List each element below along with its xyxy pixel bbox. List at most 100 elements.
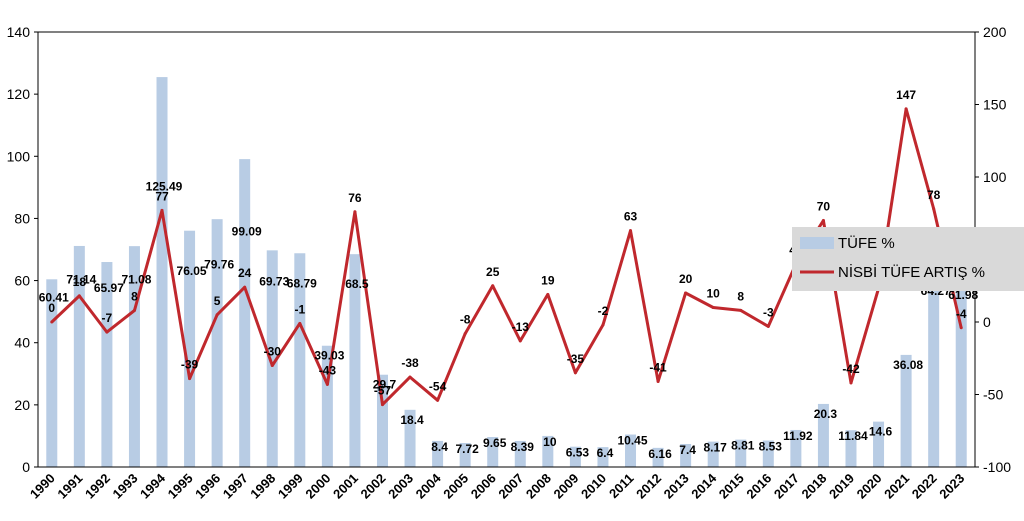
bar-data-label: 29.7 bbox=[373, 378, 397, 392]
right-tick-label: 200 bbox=[983, 24, 1007, 40]
line-data-label: 19 bbox=[541, 273, 555, 287]
bar-2003 bbox=[404, 409, 416, 467]
line-data-label: -4 bbox=[956, 307, 967, 321]
line-data-label: 0 bbox=[48, 301, 55, 315]
right-tick-label: 150 bbox=[983, 97, 1007, 113]
x-tick-label: 2003 bbox=[385, 471, 416, 502]
bar-1993 bbox=[128, 246, 140, 467]
line-point-2000 bbox=[325, 382, 329, 386]
bar-data-label: 68.5 bbox=[345, 277, 369, 291]
line-point-1999 bbox=[298, 321, 302, 325]
bar-2006 bbox=[487, 437, 499, 467]
x-tick-label: 2015 bbox=[716, 471, 747, 502]
line-data-label: 10 bbox=[707, 287, 721, 301]
line-data-label: -30 bbox=[264, 345, 282, 359]
line-point-2005 bbox=[463, 332, 467, 336]
left-tick-label: 0 bbox=[22, 459, 30, 475]
line-point-2009 bbox=[573, 371, 577, 375]
bar-2007 bbox=[514, 440, 526, 467]
bar-2013 bbox=[680, 444, 692, 467]
x-tick-label: 2011 bbox=[606, 471, 637, 502]
x-tick-label: 2004 bbox=[413, 470, 445, 502]
line-point-2010 bbox=[601, 323, 605, 327]
bar-data-label: 61.98 bbox=[948, 288, 978, 302]
bar-data-label: 6.16 bbox=[648, 447, 672, 461]
bar-data-label: 69.73 bbox=[259, 275, 289, 289]
x-tick-label: 2020 bbox=[854, 471, 885, 502]
line-data-label: -35 bbox=[567, 352, 585, 366]
bar-2001 bbox=[349, 254, 361, 467]
line-point-1990 bbox=[50, 320, 54, 324]
line-data-label: -39 bbox=[181, 358, 199, 372]
left-tick-label: 140 bbox=[7, 24, 31, 40]
x-tick-label: 1994 bbox=[137, 470, 169, 502]
line-data-label: 78 bbox=[927, 188, 941, 202]
line-data-label: 8 bbox=[131, 289, 138, 303]
bar-2015 bbox=[735, 439, 747, 467]
line-data-label: -3 bbox=[763, 305, 774, 319]
x-tick-label: 2010 bbox=[578, 471, 609, 502]
bar-data-label: 9.65 bbox=[483, 436, 507, 450]
x-tick-label: 2012 bbox=[633, 471, 664, 502]
bar-1998 bbox=[266, 250, 278, 467]
line-point-2019 bbox=[849, 381, 853, 385]
x-tick-label: 2002 bbox=[358, 471, 389, 502]
bar-data-label: 20.3 bbox=[814, 407, 838, 421]
x-tick-label: 1990 bbox=[27, 471, 58, 502]
bar-2010 bbox=[597, 447, 609, 467]
line-point-2023 bbox=[959, 326, 963, 330]
bar-1991 bbox=[73, 245, 85, 467]
bar-1994 bbox=[156, 77, 168, 467]
line-point-2012 bbox=[656, 379, 660, 383]
bar-1999 bbox=[294, 253, 306, 467]
bar-2017 bbox=[790, 429, 802, 467]
line-data-label: -8 bbox=[460, 313, 471, 327]
bar-2020 bbox=[873, 421, 885, 467]
left-tick-label: 60 bbox=[14, 273, 30, 289]
line-point-2018 bbox=[821, 219, 825, 222]
legend-box bbox=[792, 227, 1024, 291]
line-point-2004 bbox=[436, 398, 440, 402]
bar-2018 bbox=[817, 403, 829, 467]
left-tick-label: 40 bbox=[14, 335, 30, 351]
bar-data-label: 71.14 bbox=[66, 272, 96, 286]
line-data-label: 5 bbox=[214, 294, 221, 308]
line-point-2015 bbox=[739, 308, 743, 312]
line-point-1998 bbox=[270, 364, 274, 367]
right-tick-label: 100 bbox=[983, 169, 1007, 185]
line-point-2007 bbox=[518, 339, 522, 343]
bar-1990 bbox=[46, 279, 58, 467]
x-tick-label: 1995 bbox=[165, 471, 196, 502]
line-data-label: 25 bbox=[486, 265, 500, 279]
bar-data-label: 125.49 bbox=[146, 179, 183, 193]
bar-2019 bbox=[845, 430, 857, 467]
bar-data-label: 76.05 bbox=[177, 264, 207, 278]
line-data-label: 63 bbox=[624, 210, 638, 224]
x-tick-label: 1991 bbox=[54, 471, 85, 502]
line-point-1992 bbox=[105, 330, 109, 334]
bar-data-label: 79.76 bbox=[204, 258, 234, 272]
bar-2000 bbox=[321, 345, 333, 467]
line-data-label: -7 bbox=[102, 311, 113, 325]
bar-2016 bbox=[762, 440, 774, 467]
line-data-label: -38 bbox=[401, 356, 419, 370]
bar-2022 bbox=[928, 267, 940, 467]
line-data-label: 77 bbox=[155, 189, 169, 203]
bar-data-label: 6.4 bbox=[597, 446, 614, 460]
bar-2012 bbox=[652, 447, 664, 467]
bar-data-label: 60.41 bbox=[39, 291, 69, 305]
bar-data-label: 99.09 bbox=[232, 225, 262, 239]
x-tick-label: 2023 bbox=[936, 471, 967, 502]
bar-data-label: 71.08 bbox=[121, 272, 151, 286]
x-tick-label: 2005 bbox=[440, 471, 471, 502]
bar-data-label: 68.79 bbox=[287, 276, 317, 290]
line-point-2014 bbox=[711, 306, 715, 309]
line-point-2008 bbox=[546, 292, 550, 296]
x-tick-label: 2019 bbox=[826, 471, 857, 502]
x-tick-label: 1993 bbox=[110, 471, 141, 502]
bar-1995 bbox=[184, 230, 196, 467]
line-point-1993 bbox=[132, 308, 136, 312]
bar-data-label: 8.4 bbox=[431, 440, 448, 454]
